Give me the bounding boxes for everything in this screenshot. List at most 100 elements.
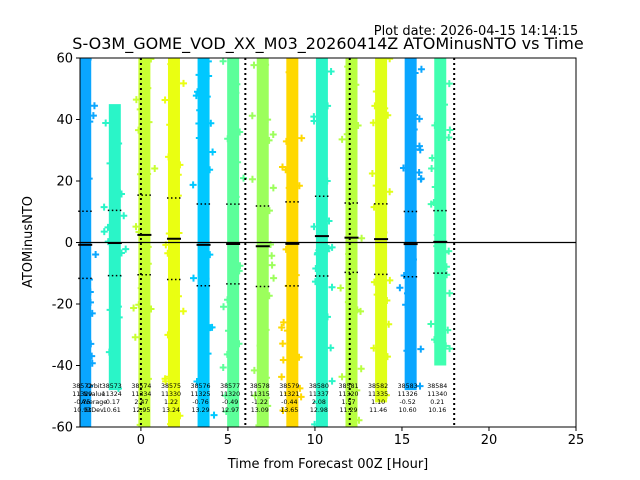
data-point (224, 135, 232, 143)
orbit-series-38578 (248, 58, 278, 427)
stats-value: 38579 (279, 383, 299, 390)
data-point (370, 278, 378, 286)
data-point (433, 231, 441, 239)
data-point (192, 92, 200, 100)
stats-value: 38575 (161, 383, 181, 390)
data-point (407, 149, 415, 157)
stats-row-label: StDev (85, 407, 104, 414)
data-point (265, 136, 273, 144)
data-point (311, 278, 319, 286)
data-point (165, 373, 173, 381)
data-point (164, 331, 172, 339)
data-point (83, 389, 91, 397)
data-point (80, 101, 88, 109)
data-point (132, 223, 140, 231)
data-point (131, 333, 139, 341)
data-point (144, 243, 152, 251)
data-point (179, 307, 187, 315)
data-point (204, 350, 212, 358)
stats-value: 10.61 (103, 407, 121, 414)
data-point (106, 159, 114, 167)
data-point (232, 193, 240, 201)
data-point (444, 326, 452, 334)
data-point (112, 144, 120, 152)
data-point (406, 222, 414, 230)
data-point (371, 102, 379, 110)
data-point (320, 160, 328, 168)
data-point (85, 276, 93, 284)
stats-value: 38577 (220, 383, 240, 390)
data-point (323, 313, 331, 321)
data-point (80, 252, 81, 255)
data-point (206, 251, 214, 259)
data-point (386, 58, 394, 63)
data-point (172, 64, 180, 72)
data-point (86, 382, 94, 390)
data-point (172, 295, 180, 303)
y-tick-label: 0 (65, 236, 73, 251)
data-point (373, 291, 381, 299)
orbit-band-38582 (375, 58, 388, 403)
data-point (190, 274, 198, 282)
data-point (428, 154, 436, 162)
stats-value: 10.60 (399, 407, 417, 414)
data-point (379, 335, 387, 343)
data-point (202, 192, 210, 200)
data-point (175, 229, 183, 237)
orbit-series-38581 (337, 58, 366, 427)
stats-value: 13.29 (192, 407, 210, 414)
data-point (369, 119, 377, 127)
data-point (268, 252, 276, 260)
data-point (227, 249, 235, 257)
stats-value: 12.98 (310, 407, 328, 414)
data-point (370, 203, 378, 211)
data-point (250, 61, 258, 69)
data-point (323, 247, 331, 255)
data-point (232, 89, 240, 97)
data-point (337, 284, 345, 292)
stats-value: 11.29 (339, 407, 357, 414)
data-point (165, 153, 173, 161)
data-point (445, 80, 453, 88)
data-point (355, 416, 363, 424)
data-point (384, 111, 392, 119)
data-point (83, 337, 91, 345)
data-point (162, 377, 170, 385)
stats-value: 11326 (398, 391, 418, 398)
data-point (370, 344, 378, 352)
data-point (327, 344, 335, 352)
data-point (151, 164, 159, 172)
x-tick-label: 0 (137, 433, 145, 448)
data-point (349, 132, 357, 140)
stats-value: 11.46 (369, 407, 387, 414)
stats-value: 13.09 (251, 407, 269, 414)
data-point (202, 275, 210, 283)
data-point (234, 158, 242, 166)
y-axis-label: ATOMinusNTO (21, 196, 36, 288)
data-point (209, 148, 217, 156)
data-point (88, 352, 96, 360)
data-point (298, 134, 306, 142)
stats-value: 38583 (398, 383, 418, 390)
data-point (353, 386, 361, 394)
data-point (262, 61, 270, 69)
data-point (104, 223, 112, 231)
data-point (446, 126, 454, 134)
data-point (235, 340, 243, 348)
data-point (142, 344, 150, 352)
data-point (219, 363, 227, 371)
data-point (279, 406, 287, 414)
data-point (383, 297, 391, 305)
data-point (372, 87, 380, 95)
data-point (141, 118, 149, 126)
x-tick-label: 15 (394, 433, 411, 448)
data-point (319, 411, 327, 419)
data-point (200, 96, 208, 104)
data-point (167, 420, 175, 427)
stats-value: 38580 (309, 383, 329, 390)
data-point (431, 183, 439, 191)
data-point (427, 320, 435, 328)
data-point (358, 234, 366, 242)
stats-value: 11321 (279, 391, 299, 398)
data-point (316, 120, 324, 128)
